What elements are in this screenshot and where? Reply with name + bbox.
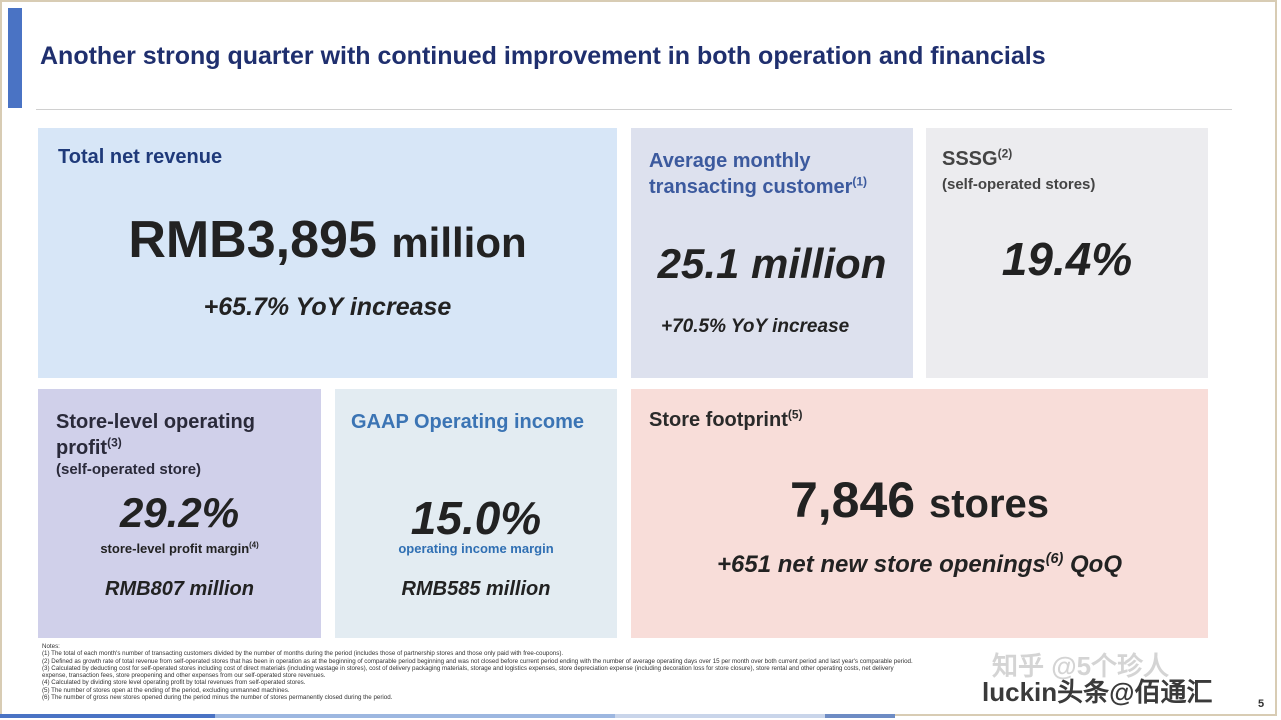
card-label-text: Average monthly transacting customer [649, 150, 853, 198]
bottom-accent-strip [825, 714, 895, 718]
margin-label-text: store-level profit margin [100, 541, 250, 556]
footnote-line: Notes: [42, 643, 60, 650]
bottom-accent-strip [215, 714, 615, 718]
card-label: Average monthly transacting customer(1) [649, 148, 909, 200]
store-count-unit: stores [928, 482, 1050, 526]
watermark: 知乎 @5个珍人 luckin头条@佰通汇 [982, 646, 1248, 707]
card-label: Store footprint(5) [649, 407, 803, 432]
footnote-line: (1) The total of each month's number of … [42, 650, 564, 658]
mtc-yoy: +70.5% YoY increase [661, 316, 850, 337]
footnote-ref: (4) [249, 540, 259, 550]
net-new-store-openings: +651 net new store openings(6) QoQ [631, 551, 1208, 579]
store-footprint-card: Store footprint(5) 7,846 stores +651 net… [631, 389, 1208, 638]
store-level-margin-value: 29.2% [119, 489, 240, 536]
average-monthly-transacting-customer-card: Average monthly transacting customer(1) … [631, 128, 913, 378]
footnote-ref: (6) [1045, 551, 1064, 567]
title-accent-bar [8, 8, 22, 108]
footnote-ref: (5) [787, 407, 803, 422]
net-new-tail: QoQ [1070, 551, 1123, 578]
footnote-line: (3) Calculated by deducting cost for sel… [42, 664, 894, 672]
revenue-value: RMB3,895 million [38, 210, 617, 270]
footnotes: Notes: (1) The total of each month's num… [42, 643, 982, 701]
store-count-value: 7,846 stores [631, 471, 1208, 529]
footnote-line: (2) Defined as growth rate of total reve… [42, 657, 913, 665]
card-sublabel: (self-operated store) [56, 461, 202, 478]
store-level-margin-label: store-level profit margin(4) [38, 541, 321, 556]
footnote-ref: (1) [852, 174, 868, 189]
card-label-text: SSSG [942, 148, 998, 170]
total-net-revenue-card: Total net revenue RMB3,895 million +65.7… [38, 128, 617, 378]
footnote-line: (5) The number of stores open at the end… [42, 686, 290, 694]
card-sublabel: (self-operated stores) [942, 176, 1096, 193]
title-divider [36, 109, 1232, 110]
revenue-yoy: +65.7% YoY increase [203, 293, 452, 321]
revenue-amount: RMB3,895 [128, 211, 377, 269]
gaap-margin-label: operating income margin [398, 541, 554, 556]
card-label-text: Store-level operating profit [56, 411, 255, 459]
sssg-value: 19.4% [1001, 233, 1133, 285]
footnote-line: (6) The number of gross new stores opene… [42, 694, 393, 702]
bottom-accent-strip [0, 714, 215, 718]
card-label: GAAP Operating income [351, 411, 585, 433]
net-new-text: +651 net new store openings [716, 551, 1046, 578]
gaap-margin-value: 15.0% [410, 492, 542, 544]
gaap-income-amount: RMB585 million [401, 578, 551, 600]
store-level-profit-amount: RMB807 million [105, 578, 254, 600]
footnote-ref: (3) [107, 435, 122, 450]
card-label-text: Store footprint [649, 409, 788, 431]
watermark-bottom: luckin头条@佰通汇 [982, 677, 1213, 707]
gaap-operating-income-card: GAAP Operating income 15.0% operating in… [335, 389, 617, 638]
page-number: 5 [1258, 698, 1265, 710]
sssg-card: SSSG(2) (self-operated stores) 19.4% [926, 128, 1208, 378]
card-label: Store-level operating profit(3) [56, 409, 306, 461]
footnote-line: expense, transaction fees, store preopen… [42, 672, 326, 680]
watermark-top: 知乎 @5个珍人 [992, 651, 1170, 681]
mtc-value: 25.1 million [657, 240, 887, 287]
revenue-unit: million [391, 219, 527, 266]
footnote-ref: (2) [997, 146, 1013, 161]
slide-title: Another strong quarter with continued im… [40, 42, 1046, 70]
store-count: 7,846 [789, 472, 916, 528]
footnote-line: (4) Calculated by dividing store level o… [42, 679, 306, 687]
bottom-accent-strip [615, 714, 825, 718]
card-label: SSSG(2) [942, 146, 1013, 171]
card-label: Total net revenue [58, 146, 223, 168]
store-level-operating-profit-card: Store-level operating profit(3) (self-op… [38, 389, 321, 638]
